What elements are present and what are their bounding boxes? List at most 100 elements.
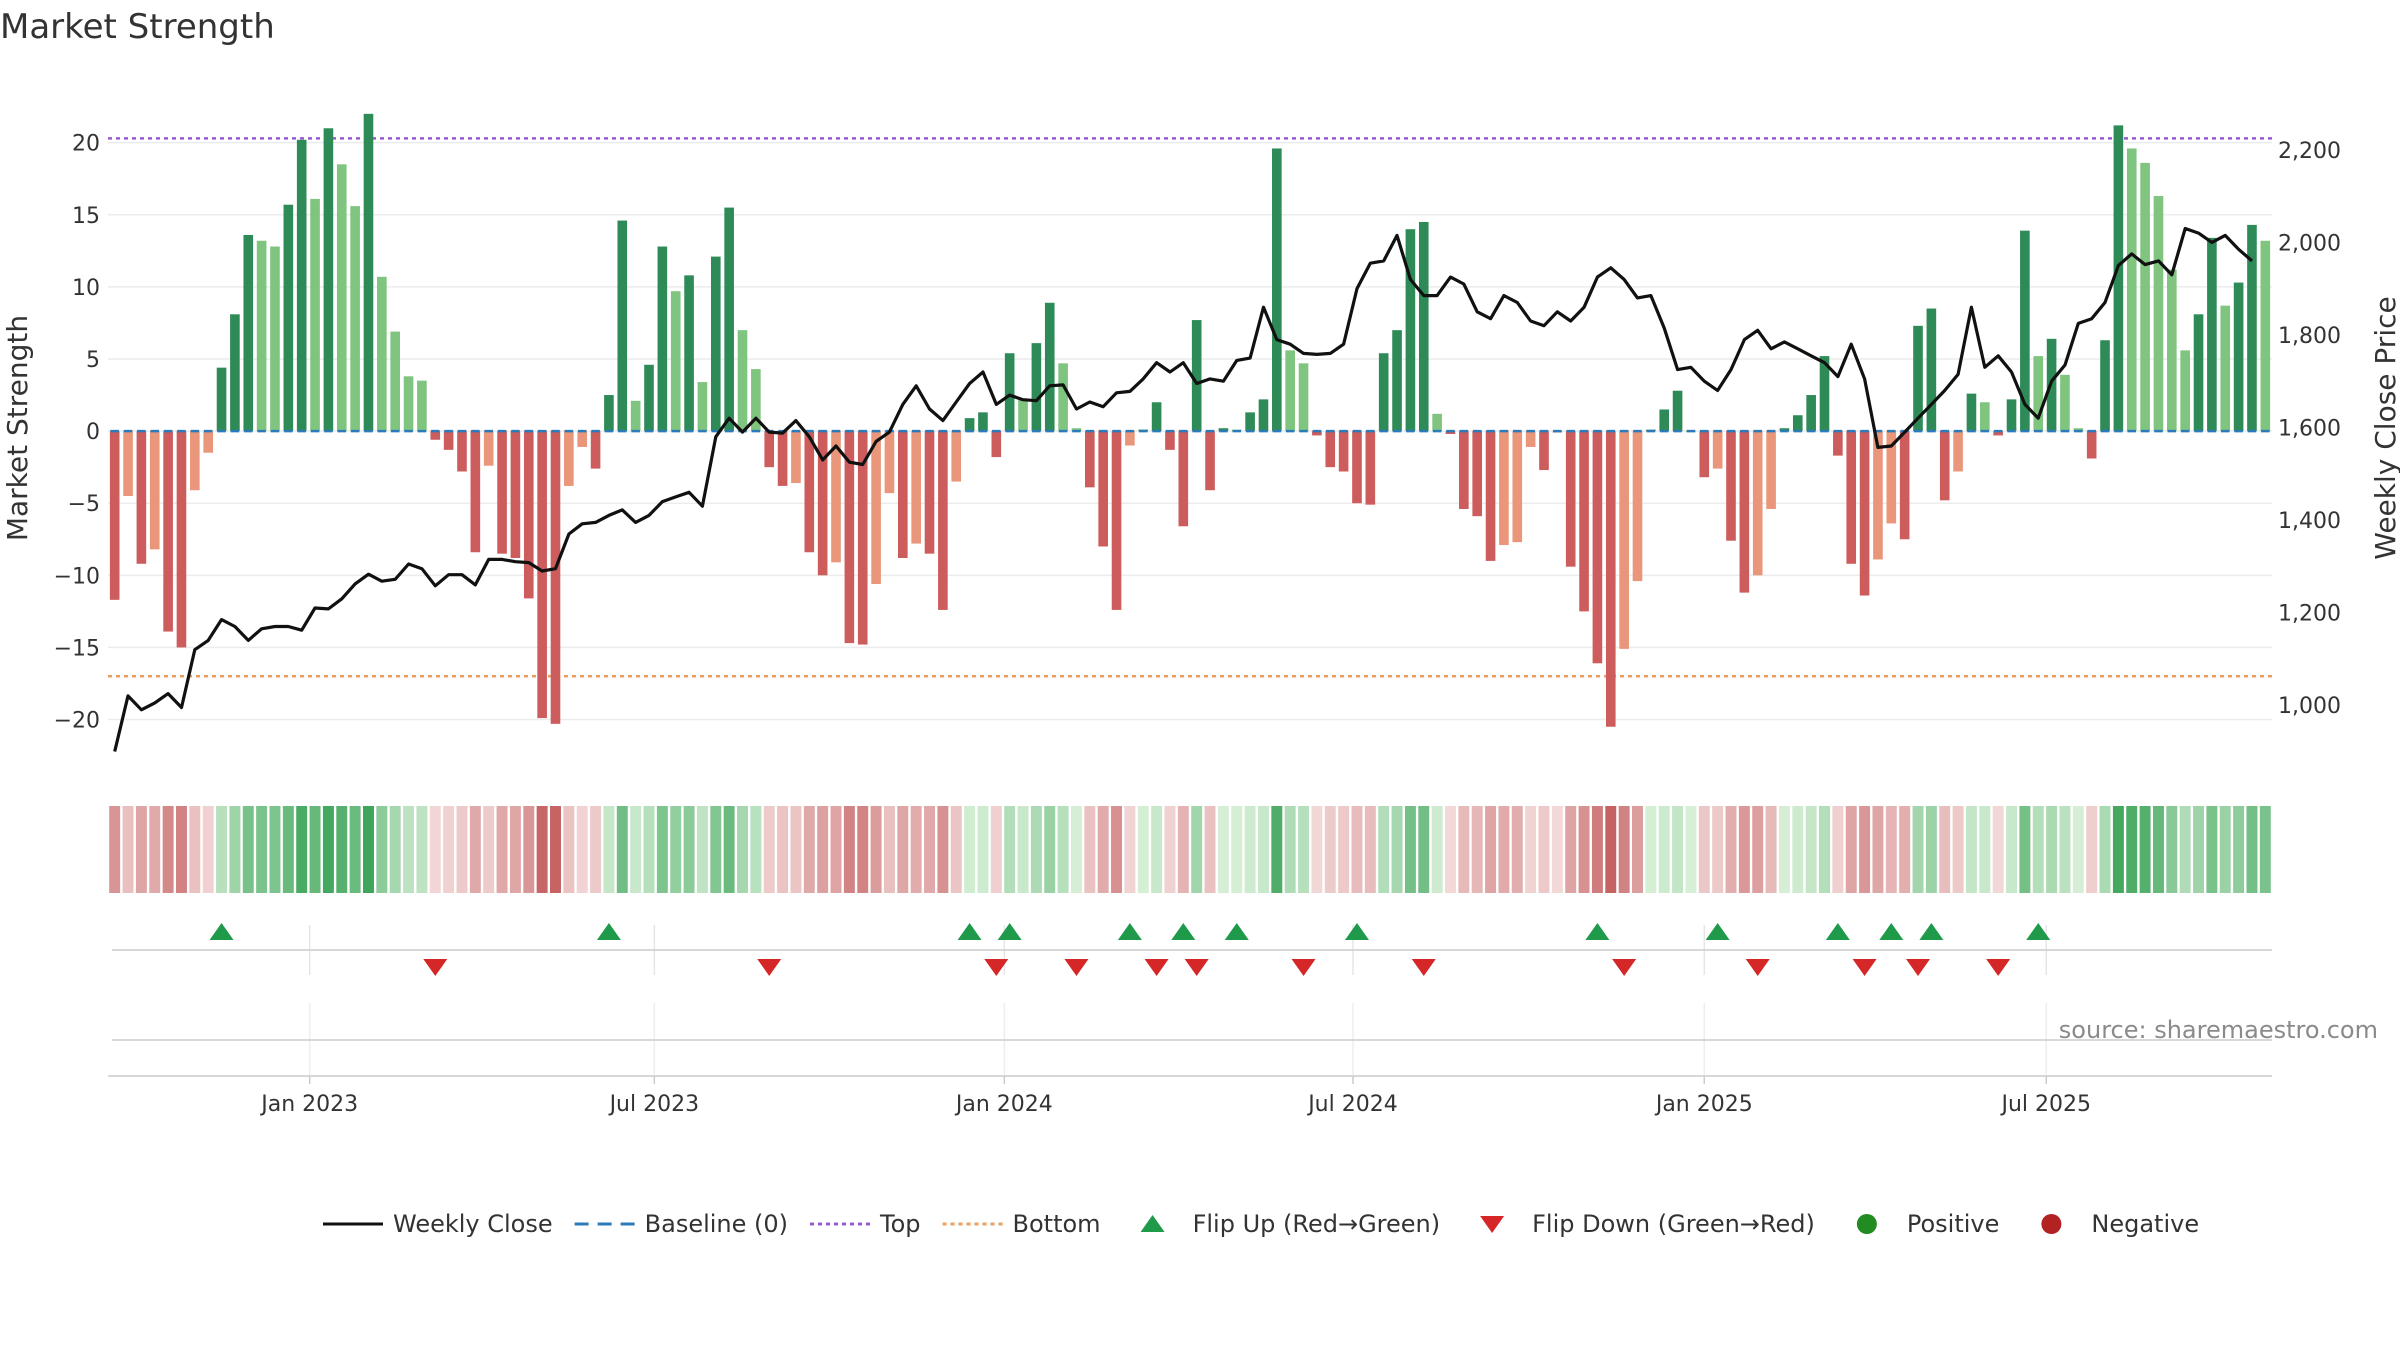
legend-item: Flip Down (Green→Red): [1480, 1210, 1815, 1238]
flip-up-marker: [1825, 923, 1850, 940]
x-tick-label: Jan 2025: [1654, 1092, 1753, 1117]
strength-bar: [323, 128, 334, 432]
strength-bar: [336, 164, 347, 432]
heat-cell: [536, 806, 548, 893]
strength-bar: [1953, 431, 1963, 472]
strength-bar: [1405, 229, 1416, 432]
strength-bar: [1712, 431, 1723, 469]
y-tick-label: −10: [54, 564, 100, 589]
legend-item: Weekly Close: [323, 1210, 553, 1238]
strength-bar: [1058, 363, 1068, 432]
strength-bar: [844, 431, 855, 644]
heat-cell: [2219, 806, 2231, 893]
y2-tick-label: 2,000: [2278, 231, 2341, 256]
chart-title: Market Strength: [0, 7, 275, 47]
heat-cell: [630, 806, 642, 893]
heat-cell: [2246, 806, 2258, 893]
strength-bar: [1966, 393, 1977, 432]
strength-bar: [2060, 374, 2070, 432]
heat-cell: [1965, 806, 1977, 893]
heat-cell: [603, 806, 615, 893]
heat-cell: [1458, 806, 1470, 893]
heat-cell: [2179, 806, 2191, 893]
strength-bar: [938, 431, 948, 610]
heat-cell: [1137, 806, 1149, 893]
heat-cell: [2139, 806, 2151, 893]
heat-cell: [1244, 806, 1256, 893]
heat-cell: [977, 806, 989, 893]
y-tick-label: 0: [86, 420, 100, 445]
heat-cell: [1632, 806, 1643, 893]
strength-bar: [363, 113, 374, 432]
legend-dot-icon: [1856, 1214, 1877, 1234]
strength-bar: [457, 431, 467, 472]
strength-bar: [670, 291, 681, 432]
strength-bar: [1459, 431, 1469, 509]
heat-cell: [1672, 806, 1684, 893]
strength-bar: [1445, 431, 1456, 434]
flip-down-marker: [1852, 959, 1877, 976]
strength-bar: [2193, 314, 2204, 432]
heat-cell: [2086, 806, 2098, 893]
strength-bar: [1325, 431, 1336, 468]
heat-cell: [229, 806, 241, 893]
flip-down-marker: [1986, 959, 2011, 976]
flip-up-marker: [1705, 923, 1730, 940]
flip-up-marker: [1344, 923, 1369, 940]
strength-bar: [1512, 431, 1523, 543]
heat-cell: [830, 806, 842, 893]
strength-bar: [871, 431, 881, 584]
strength-bar: [1031, 343, 1042, 432]
heat-cell: [216, 806, 228, 893]
strength-bar: [430, 431, 441, 440]
heat-cell: [456, 806, 468, 893]
heat-cell: [1471, 806, 1483, 893]
heat-cell: [1778, 806, 1790, 893]
heat-cell: [509, 806, 521, 893]
heat-cell: [1511, 806, 1523, 893]
strength-bar: [1979, 402, 1990, 432]
strength-bar: [109, 431, 120, 600]
heat-cell: [1338, 806, 1350, 893]
heat-cell: [2259, 806, 2271, 893]
flip-up-marker: [1117, 923, 1142, 940]
strength-bar: [1632, 431, 1643, 582]
heat-cell: [1257, 806, 1269, 893]
strength-bar: [657, 246, 668, 432]
strength-bar: [617, 220, 628, 432]
heat-cell: [149, 806, 161, 893]
flip-down-marker: [757, 959, 782, 976]
strength-bar: [1525, 431, 1536, 447]
flip-down-marker: [1291, 959, 1316, 976]
y2-tick-label: 1,000: [2278, 694, 2341, 719]
heat-cell: [1885, 806, 1897, 893]
heat-cell: [496, 806, 508, 893]
strength-bar: [964, 418, 975, 432]
heat-cell: [1765, 806, 1777, 893]
strength-bar: [684, 275, 694, 432]
strength-bar: [1659, 409, 1670, 432]
heat-cell: [1738, 806, 1750, 893]
strength-bar: [483, 431, 494, 466]
strength-bar: [897, 431, 908, 559]
heat-cell: [1418, 806, 1430, 893]
strength-bar: [1819, 356, 1830, 432]
strength-bar: [1312, 431, 1322, 436]
x-tick-label: Jan 2023: [259, 1092, 358, 1117]
strength-bar: [2220, 305, 2231, 432]
strength-bar: [1071, 428, 1082, 432]
strength-bar: [564, 431, 574, 486]
x-tick-label: Jul 2024: [1306, 1092, 1398, 1117]
strength-bar: [1833, 431, 1843, 456]
strength-bar: [1699, 431, 1710, 478]
strength-bar: [1044, 302, 1055, 432]
strength-bar: [2167, 269, 2177, 432]
heat-cell: [363, 806, 374, 893]
legend-label: Bottom: [1013, 1210, 1101, 1238]
heat-cell: [576, 806, 588, 893]
flip-down-icon: [1480, 1216, 1505, 1233]
heat-cell: [656, 806, 668, 893]
heat-cell: [443, 806, 455, 893]
heat-cell: [563, 806, 575, 893]
